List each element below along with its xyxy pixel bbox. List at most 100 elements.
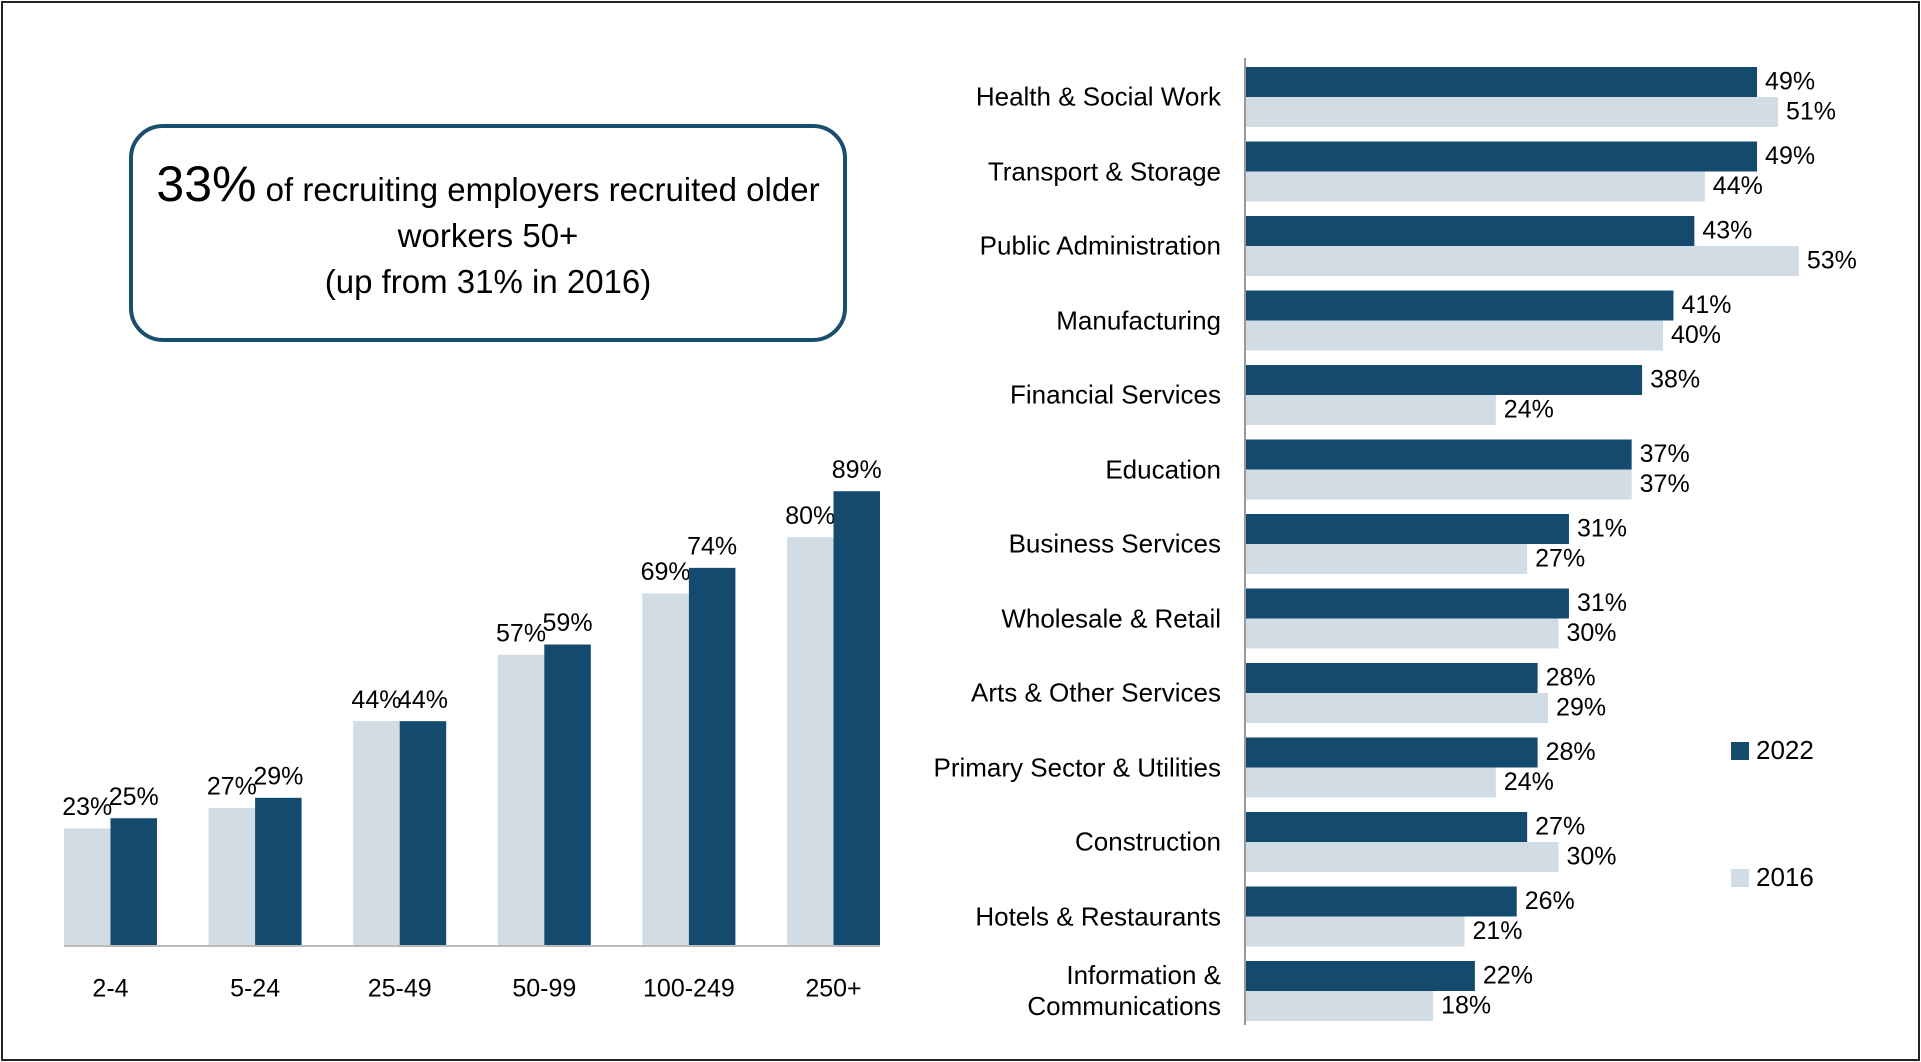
value-label: 49% [1765, 68, 1815, 96]
bar [353, 721, 400, 946]
x-tick-label: 50-99 [512, 975, 576, 1003]
bar [1245, 141, 1758, 172]
value-label: 44% [351, 686, 401, 714]
value-label: 40% [1671, 321, 1721, 349]
bar [1245, 544, 1528, 574]
callout-text: 33% of recruiting employers recruited ol… [133, 159, 843, 305]
callout-box: 33% of recruiting employers recruited ol… [129, 124, 847, 342]
x-tick-label: 25-49 [368, 975, 432, 1003]
value-label: 27% [207, 773, 257, 801]
bar [1245, 320, 1663, 351]
x-tick-label: 100-249 [643, 975, 735, 1003]
x-tick-label: 250+ [805, 975, 861, 1003]
bar [1245, 767, 1496, 798]
x-tick-label: 5-24 [230, 975, 280, 1003]
value-label: 28% [1546, 664, 1596, 692]
y-tick-label: Manufacturing [1056, 305, 1221, 335]
value-label: 59% [543, 609, 593, 637]
value-label: 37% [1640, 470, 1690, 498]
value-label: 29% [1556, 694, 1606, 722]
value-label: 29% [253, 762, 303, 790]
value-label: 44% [398, 686, 448, 714]
bar [1245, 812, 1528, 842]
value-label: 22% [1483, 962, 1533, 990]
y-tick-label: Construction [1075, 826, 1221, 857]
value-label: 30% [1567, 619, 1617, 647]
value-label: 57% [496, 619, 546, 647]
value-label: 25% [109, 783, 159, 811]
bar [1245, 663, 1538, 693]
value-label: 28% [1546, 738, 1596, 766]
legend-swatch [1731, 742, 1749, 760]
bar [1245, 737, 1538, 768]
legend-label: 2016 [1756, 862, 1814, 892]
bar [1245, 439, 1632, 470]
bar [399, 721, 447, 946]
bar [1245, 290, 1674, 321]
value-label: 21% [1472, 917, 1522, 945]
bar [255, 797, 302, 946]
value-label: 89% [832, 456, 882, 484]
y-tick-label: Transport & Storage [987, 156, 1221, 186]
value-label: 38% [1650, 366, 1700, 394]
value-label: 53% [1807, 247, 1857, 275]
y-tick-label: Business Services [1008, 528, 1221, 559]
bar [544, 644, 591, 946]
bar [64, 828, 111, 946]
value-label: 51% [1786, 98, 1836, 126]
bar [1245, 469, 1632, 500]
bar [1245, 171, 1705, 202]
bar [208, 808, 256, 946]
value-label: 18% [1441, 992, 1491, 1020]
bar [1245, 67, 1758, 97]
value-label: 27% [1535, 545, 1585, 573]
y-tick-label: Health & Social Work [975, 81, 1221, 112]
bar [1245, 246, 1799, 276]
bar [642, 593, 689, 946]
y-tick-label: Financial Services [1010, 379, 1221, 410]
y-tick-label: Public Administration [979, 230, 1221, 261]
value-label: 69% [641, 558, 691, 586]
bar [1245, 588, 1569, 619]
callout-body: of recruiting employers recruited older … [265, 171, 820, 254]
value-label: 41% [1681, 291, 1731, 319]
value-label: 31% [1577, 515, 1627, 543]
value-label: 27% [1535, 813, 1585, 841]
bar [1245, 216, 1695, 246]
bar [1245, 618, 1559, 649]
bar [1245, 916, 1465, 947]
bar [1245, 991, 1434, 1021]
value-label: 43% [1702, 217, 1752, 245]
bar [833, 491, 880, 946]
y-tick-label: Wholesale & Retail [1001, 603, 1221, 633]
y-tick-label: Arts & Other Services [971, 677, 1221, 708]
value-label: 24% [1504, 768, 1554, 796]
bar [1245, 693, 1549, 723]
bar [1245, 961, 1475, 991]
bar [1245, 365, 1643, 395]
y-tick-label: Hotels & Restaurants [975, 901, 1221, 931]
value-label: 31% [1577, 589, 1627, 617]
callout-highlight: 33% [156, 156, 257, 212]
y-tick-label: Education [1105, 454, 1221, 484]
callout-note: (up from 31% in 2016) [324, 263, 652, 300]
legend-swatch [1731, 869, 1749, 887]
value-label: 80% [785, 502, 835, 530]
value-label: 24% [1504, 396, 1554, 424]
x-tick-label: 2-4 [92, 975, 128, 1003]
value-label: 30% [1567, 843, 1617, 871]
bar [1245, 842, 1559, 872]
legend-label: 2022 [1756, 735, 1814, 765]
y-tick-label: Information & Communications [1027, 960, 1221, 1021]
value-label: 49% [1765, 142, 1815, 170]
value-label: 44% [1713, 172, 1763, 200]
value-label: 23% [62, 793, 112, 821]
bar [497, 654, 545, 946]
value-label: 26% [1525, 887, 1575, 915]
bar [1245, 97, 1778, 127]
bar [787, 537, 834, 946]
bar [1245, 395, 1496, 425]
bar [1245, 514, 1569, 544]
